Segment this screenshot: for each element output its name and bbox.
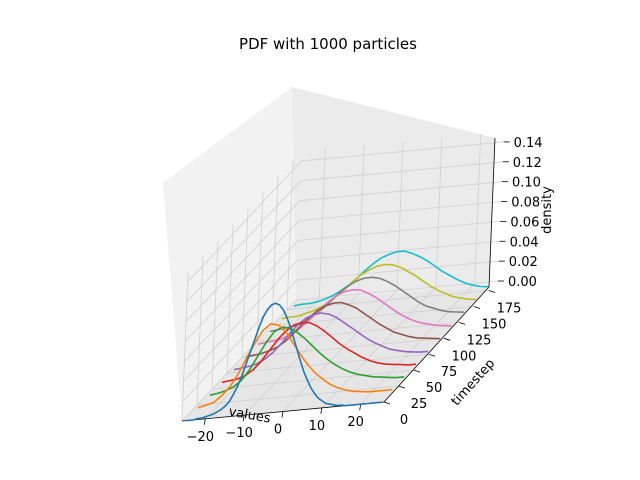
- x-tick-mark: [320, 407, 323, 414]
- x-axis-label: values: [227, 404, 271, 426]
- grid-line-x-floor: [205, 297, 320, 420]
- series-line-timestep-60: [221, 321, 417, 384]
- z-tick-label: 0.14: [514, 136, 543, 151]
- z-tick-label: 0.10: [512, 176, 541, 191]
- grid-line-x-floor: [282, 290, 398, 412]
- grid-line-y-side: [256, 192, 264, 342]
- grid-line-y-side: [211, 240, 219, 390]
- grid-line-z-back: [300, 161, 503, 182]
- grid-line-x-floor: [360, 282, 475, 405]
- tick-labels: −20 −10 0 10 20 02550751001251501750.000.020.…: [187, 136, 543, 445]
- grid-line-x-back: [474, 134, 482, 284]
- grid-line-z-side: [186, 180, 302, 303]
- grid-line-x-floor: [321, 286, 437, 409]
- y-tick-mark: [413, 369, 421, 373]
- grid-line-y-floor: [286, 290, 490, 310]
- x-tick-mark: [242, 415, 245, 422]
- series-line-timestep-180: [293, 250, 489, 307]
- grid-line-x-back: [318, 148, 326, 298]
- grid-line-z-side: [181, 299, 297, 422]
- grid-line-z-back: [299, 181, 503, 202]
- grid-line-z-back: [301, 141, 504, 162]
- y-tick-label: 150: [482, 317, 507, 332]
- x-tick-mark: [359, 404, 362, 411]
- grid-line-z-back: [299, 201, 502, 221]
- z-tick-label: 0.08: [511, 196, 540, 211]
- grid-line-z-side: [185, 200, 301, 322]
- y-tick-label: 125: [467, 333, 492, 348]
- grid-line-z-back: [298, 221, 501, 241]
- series-line-timestep-80: [233, 312, 429, 371]
- series-line-timestep-120: [257, 289, 453, 345]
- grid-line-z-back: [296, 260, 499, 281]
- y-tick-label: 0: [400, 413, 408, 428]
- y-tick-label: 50: [426, 381, 443, 396]
- series-lines: [185, 250, 489, 422]
- z-axis-label: density: [540, 186, 555, 234]
- grid-line-y-floor: [226, 353, 430, 374]
- y-tick-mark: [428, 353, 436, 357]
- grid-line-z-side: [184, 240, 299, 362]
- x-tick-mark: [281, 411, 284, 418]
- series-line-timestep-160: [281, 263, 477, 320]
- grid-line-y-side: [241, 208, 249, 358]
- grid-line-y-side: [226, 224, 234, 374]
- y-tick-mark: [473, 306, 481, 309]
- x-tick-label: −20: [187, 430, 214, 445]
- grid-line-y-side: [181, 271, 189, 422]
- y-tick-label: 100: [452, 349, 477, 364]
- y-tick-label: 175: [497, 302, 522, 317]
- grid-line-y-side: [271, 176, 279, 326]
- grid-line-y-floor: [241, 337, 445, 358]
- axes-panes: [163, 87, 495, 421]
- grid-line-y-floor: [196, 385, 400, 406]
- z-tick-label: 0.04: [510, 235, 539, 250]
- y-axis-line: [383, 286, 490, 403]
- chart-title: PDF with 1000 particles: [239, 35, 417, 53]
- y-tick-mark: [488, 290, 496, 293]
- grid-line-x-back: [357, 145, 365, 295]
- y-tick-mark: [383, 401, 391, 405]
- y-tick-mark: [443, 337, 451, 341]
- series-line-timestep-40: [209, 326, 405, 396]
- x-tick-label: 20: [347, 415, 364, 430]
- y-tick-mark: [398, 385, 406, 389]
- z-tick-label: 0.06: [510, 215, 539, 230]
- grid-line-y-side: [196, 256, 204, 406]
- grid-line-x-back: [435, 137, 443, 287]
- grid-line-z-side: [182, 279, 298, 402]
- x-tick-label: −10: [225, 426, 252, 441]
- grid-line-z-side: [183, 259, 298, 382]
- z-tick-label: 0.02: [509, 255, 538, 270]
- back-pane-right: [292, 87, 495, 300]
- z-tick-label: 0.00: [508, 275, 537, 290]
- y-tick-label: 75: [441, 365, 458, 380]
- x-tick-label: 10: [309, 419, 326, 434]
- y-tick-label: 25: [411, 397, 428, 412]
- grid-line-y-side: [286, 160, 294, 310]
- series-line-timestep-0: [185, 302, 381, 422]
- z-tick-label: 0.12: [513, 156, 542, 171]
- grid-line-z-side: [184, 220, 300, 342]
- grid-line-y-floor: [211, 369, 415, 390]
- grid-line-z-back: [297, 240, 500, 261]
- x-tick-mark: [203, 418, 206, 425]
- z-axis-line: [488, 137, 496, 288]
- y-tick-mark: [458, 322, 466, 325]
- grid-line-z-side: [187, 160, 302, 283]
- x-tick-label: 0: [274, 423, 282, 438]
- back-pane-left: [163, 87, 296, 421]
